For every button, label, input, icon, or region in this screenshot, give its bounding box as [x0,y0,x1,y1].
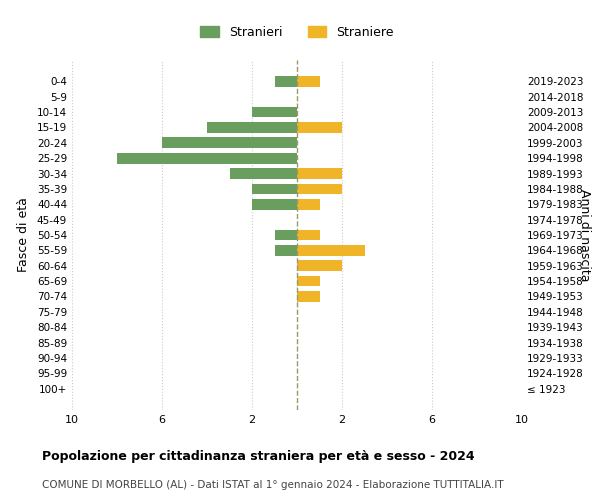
Bar [117,153,297,164]
Bar [252,184,297,194]
Bar [207,122,297,133]
Text: COMUNE DI MORBELLO (AL) - Dati ISTAT al 1° gennaio 2024 - Elaborazione TUTTITALI: COMUNE DI MORBELLO (AL) - Dati ISTAT al … [42,480,503,490]
Bar [297,184,342,194]
Bar [297,276,320,286]
Bar [297,245,365,256]
Bar [297,230,320,240]
Bar [252,199,297,209]
Y-axis label: Fasce di età: Fasce di età [17,198,30,272]
Bar [297,291,320,302]
Bar [297,122,342,133]
Bar [297,199,320,209]
Bar [275,230,297,240]
Legend: Stranieri, Straniere: Stranieri, Straniere [195,20,399,44]
Bar [252,106,297,118]
Bar [297,168,342,179]
Text: Popolazione per cittadinanza straniera per età e sesso - 2024: Popolazione per cittadinanza straniera p… [42,450,475,463]
Y-axis label: Anni di nascita: Anni di nascita [578,188,590,281]
Bar [275,245,297,256]
Bar [297,260,342,271]
Bar [275,76,297,86]
Bar [162,138,297,148]
Bar [229,168,297,179]
Bar [297,76,320,86]
